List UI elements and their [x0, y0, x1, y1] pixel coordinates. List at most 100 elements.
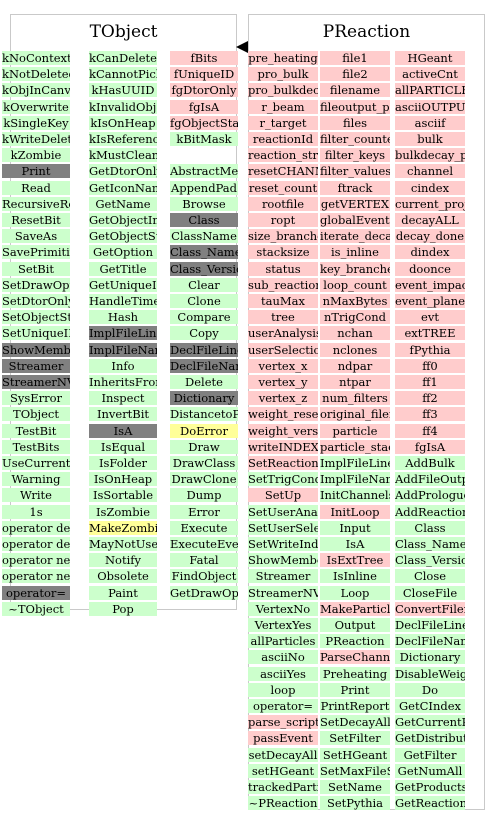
member-cell: loop_count	[320, 277, 390, 292]
member-cell: GetObjectInfo	[89, 213, 157, 227]
member-cell: PReaction	[320, 634, 390, 649]
member-cell: SetUp	[248, 488, 318, 503]
member-cell: allParticles	[248, 634, 318, 649]
member-cell: DeclFileLine	[395, 618, 465, 632]
member-cell: InheritsFrom	[89, 375, 157, 389]
member-cell: GetDistributionManager	[395, 731, 465, 746]
member-cell: passEvent	[248, 731, 318, 746]
member-cell: r_target	[248, 115, 318, 130]
member-cell: tree	[248, 310, 318, 325]
member-cell: ff4	[395, 423, 465, 438]
member-cell: Delete	[170, 375, 238, 389]
member-cell: bulkdecay_pos	[395, 148, 465, 163]
member-cell: HGeant	[395, 51, 465, 65]
member-cell: IsA	[89, 423, 157, 438]
class-title: PReaction	[322, 22, 411, 42]
member-cell: Hash	[89, 310, 157, 325]
member-cell: SetMaxFileSize	[320, 763, 390, 778]
member-cell: current_projector	[395, 196, 465, 211]
member-cell: num_filters	[320, 391, 390, 406]
member-cell: SetDrawOption	[2, 277, 70, 292]
member-cell: IsSortable	[89, 488, 157, 503]
member-cell: Print	[2, 164, 70, 179]
member-cell: SetUniqueID	[2, 326, 70, 341]
member-cell: InitLoop	[320, 504, 390, 519]
member-cell: ndpar	[320, 358, 390, 373]
member-cell: AppendPad	[170, 180, 238, 195]
member-cell: Read	[2, 180, 70, 195]
member-cell: AddPrologueBulk	[395, 488, 465, 503]
member-cell: weight_version	[248, 423, 318, 438]
member-cell: SetBit	[2, 261, 70, 276]
member-cell: kZombie	[2, 148, 70, 163]
member-cell: ShowMembers	[2, 342, 70, 357]
member-cell: nclones	[320, 342, 390, 357]
member-cell: AbstractMethod	[170, 164, 238, 179]
member-cell: fileoutput_pos	[320, 99, 390, 114]
member-cell: GetOption	[89, 245, 157, 260]
member-cell: FindObject	[170, 569, 238, 584]
member-cell: ImplFileName	[320, 472, 390, 487]
member-cell: Preheating	[320, 666, 390, 681]
member-cell: Class	[170, 213, 238, 227]
member-cell: resetCHANNELS	[248, 164, 318, 179]
member-cell: Class	[395, 520, 465, 535]
member-cell: particle_stack	[320, 439, 390, 454]
member-cell: r_beam	[248, 99, 318, 114]
member-cell: ff3	[395, 407, 465, 422]
member-cell: Dictionary	[170, 391, 238, 406]
member-cell: parse_script	[248, 715, 318, 730]
member-cell: trackedParticles	[248, 780, 318, 794]
member-cell: IsInline	[320, 569, 390, 584]
member-cell: ropt	[248, 213, 318, 227]
member-cell: reactionId	[248, 132, 318, 146]
member-cell: InvertBit	[89, 407, 157, 422]
member-cell: GetProducts	[395, 780, 465, 794]
member-cell: AddFileOutput	[395, 472, 465, 487]
member-cell: ~TObject	[2, 601, 70, 616]
member-cell: fBits	[170, 51, 238, 65]
member-cell: Print	[320, 682, 390, 697]
member-cell: DeclFileName	[395, 634, 465, 649]
member-cell: SetName	[320, 780, 390, 794]
member-cell: Notify	[89, 553, 157, 568]
member-cell: nchan	[320, 326, 390, 341]
member-cell: fPythia	[395, 342, 465, 357]
member-cell: Pop	[89, 601, 157, 616]
member-cell: asciiYes	[248, 666, 318, 681]
member-cell: ParseChannel	[320, 650, 390, 665]
member-cell: getVERTEX	[320, 196, 390, 211]
member-cell: IsOnHeap	[89, 472, 157, 487]
member-cell: fgDtorOnly	[170, 83, 238, 98]
member-cell: DoError	[170, 423, 238, 438]
member-cell: bulk	[395, 132, 465, 146]
member-cell: loop	[248, 682, 318, 697]
member-cell: Streamer	[248, 569, 318, 584]
member-cell: GetTitle	[89, 261, 157, 276]
member-cell: file1	[320, 51, 390, 65]
member-cell: evt	[395, 310, 465, 325]
member-cell: asciiOUTPUT	[395, 99, 465, 114]
member-cell: Loop	[320, 585, 390, 600]
member-cell: Error	[170, 504, 238, 519]
member-cell: key_branches	[320, 261, 390, 276]
member-cell: files	[320, 115, 390, 130]
member-cell: IsExtTree	[320, 553, 390, 568]
member-cell: ff1	[395, 375, 465, 389]
member-cell: rootfile	[248, 196, 318, 211]
member-cell: globalEventCounter	[320, 213, 390, 227]
member-cell: channel	[395, 164, 465, 179]
member-cell: DrawClass	[170, 456, 238, 470]
member-cell: IsZombie	[89, 504, 157, 519]
member-cell: MayNotUse	[89, 537, 157, 551]
member-cell	[170, 148, 238, 162]
member-cell: status	[248, 261, 318, 276]
member-cell: is_inline	[320, 245, 390, 260]
member-cell: Class_Name	[170, 245, 238, 260]
member-cell: TObject	[2, 407, 70, 422]
member-cell: TestBit	[2, 423, 70, 438]
member-cell: Write	[2, 488, 70, 503]
member-cell: weight_reset	[248, 407, 318, 422]
member-cell: userSelection	[248, 342, 318, 357]
member-cell: kIsReferenced	[89, 132, 157, 146]
